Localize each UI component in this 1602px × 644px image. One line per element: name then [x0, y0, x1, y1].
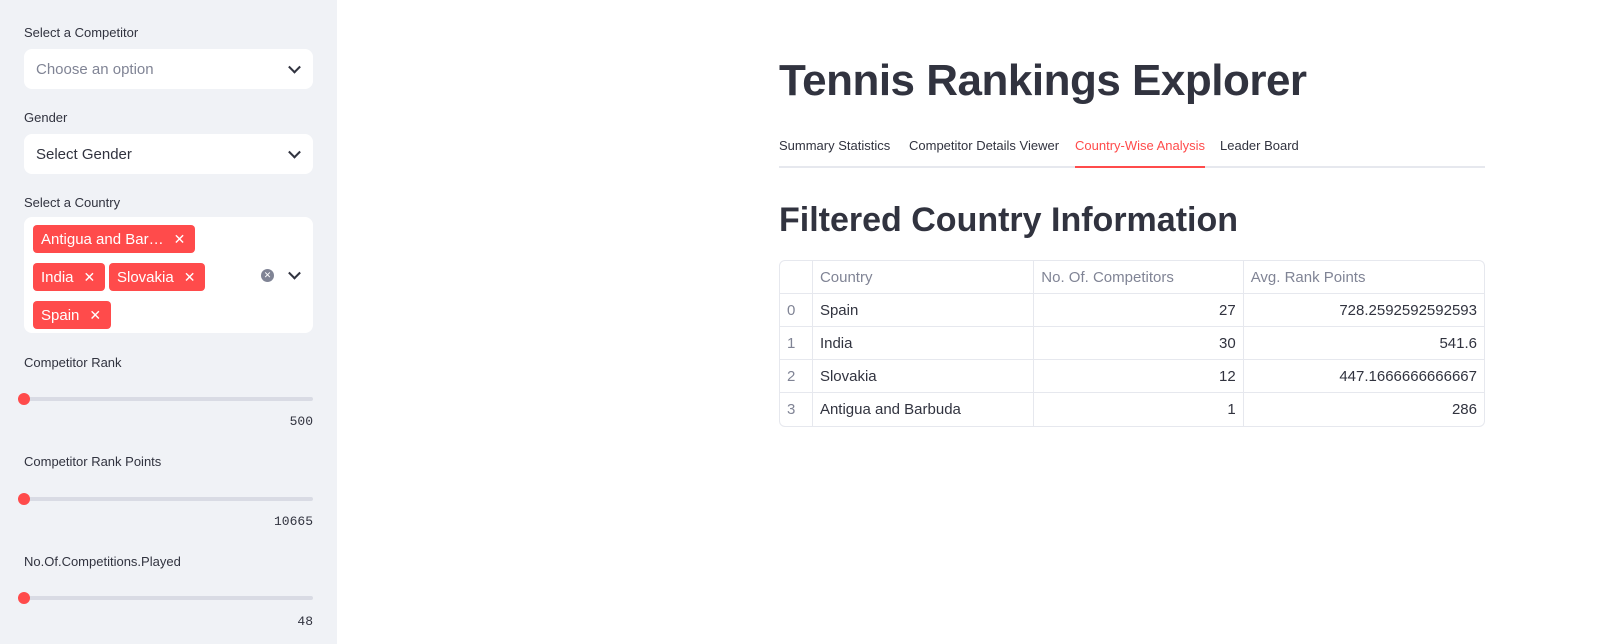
close-icon[interactable]: ✕: [83, 268, 96, 285]
tag-label: Antigua and Bar…: [41, 230, 164, 248]
tab-leader-board[interactable]: Leader Board: [1220, 138, 1299, 153]
row-index: 1: [780, 327, 813, 359]
gender-select[interactable]: Select Gender: [24, 134, 313, 174]
row-index: 2: [780, 360, 813, 392]
table-header-row: Country No. Of. Competitors Avg. Rank Po…: [780, 261, 1484, 294]
rank-points-slider-track[interactable]: [24, 497, 313, 501]
rank-slider-track[interactable]: [24, 397, 313, 401]
cell-avg-rank-points[interactable]: 447.1666666666667: [1339, 367, 1477, 385]
row-index: 0: [780, 294, 813, 326]
country-tag[interactable]: Antigua and Bar… ✕: [33, 225, 196, 253]
section-title: Filtered Country Information: [779, 201, 1238, 239]
competitions-slider-track[interactable]: [24, 596, 313, 600]
table-row: 3 Antigua and Barbuda 1 286: [780, 393, 1484, 426]
tab-bar: Summary Statistics Competitor Details Vi…: [779, 134, 1485, 168]
close-icon[interactable]: ✕: [173, 230, 186, 247]
tab-summary-statistics[interactable]: Summary Statistics: [779, 138, 891, 153]
cell-country[interactable]: Spain: [813, 294, 1035, 326]
country-label: Select a Country: [24, 195, 121, 210]
country-tag[interactable]: Spain ✕: [33, 301, 112, 329]
rank-label: Competitor Rank: [24, 355, 122, 370]
active-tab-indicator: [1075, 166, 1205, 168]
competitor-label: Select a Competitor: [24, 25, 139, 40]
header-index: [780, 261, 813, 293]
cell-avg-rank-points[interactable]: 286: [1451, 401, 1477, 418]
cell-competitors[interactable]: 27: [1034, 294, 1244, 326]
clear-circle-icon[interactable]: ✕: [261, 269, 274, 282]
row-index: 3: [780, 393, 813, 426]
cell-competitors[interactable]: 30: [1034, 327, 1244, 359]
tag-label: Spain: [41, 306, 80, 324]
tab-competitor-details[interactable]: Competitor Details Viewer: [909, 138, 1060, 153]
tag-label: India: [41, 268, 74, 286]
rank-slider-max: 500: [289, 414, 313, 429]
competitor-select[interactable]: Choose an option: [24, 49, 313, 89]
gender-label: Gender: [24, 110, 68, 125]
competitions-slider-max: 48: [297, 614, 313, 629]
close-icon[interactable]: ✕: [89, 306, 102, 323]
cell-competitors[interactable]: 12: [1034, 360, 1244, 392]
country-table[interactable]: Country No. Of. Competitors Avg. Rank Po…: [779, 260, 1485, 427]
table-row: 1 India 30 541.6: [780, 327, 1484, 360]
rank-points-label: Competitor Rank Points: [24, 454, 162, 469]
header-competitors[interactable]: No. Of. Competitors: [1034, 261, 1244, 293]
header-avg-rank-points[interactable]: Avg. Rank Points: [1250, 268, 1366, 286]
tab-country-wise-analysis[interactable]: Country-Wise Analysis: [1075, 138, 1206, 153]
chevron-down-icon[interactable]: [288, 60, 301, 74]
cell-competitors[interactable]: 1: [1034, 393, 1244, 426]
cell-country[interactable]: Slovakia: [813, 360, 1035, 392]
competitions-slider-thumb[interactable]: [18, 592, 30, 604]
competitor-placeholder: Choose an option: [36, 60, 154, 78]
close-icon[interactable]: ✕: [183, 268, 196, 285]
cell-country[interactable]: Antigua and Barbuda: [813, 393, 1035, 426]
country-tag[interactable]: India ✕: [33, 263, 106, 291]
cell-avg-rank-points[interactable]: 728.2592592592593: [1339, 301, 1477, 319]
rank-points-slider-thumb[interactable]: [18, 493, 30, 505]
tag-label: Slovakia: [117, 268, 174, 286]
gender-value: Select Gender: [36, 145, 132, 163]
page-title: Tennis Rankings Explorer: [779, 56, 1307, 105]
rank-slider-thumb[interactable]: [18, 393, 30, 405]
rank-points-slider-max: 10665: [273, 514, 313, 529]
chevron-down-icon[interactable]: [288, 145, 301, 159]
table-row: 2 Slovakia 12 447.1666666666667: [780, 360, 1484, 393]
competitions-label: No.Of.Competitions.Played: [24, 554, 181, 569]
country-tag[interactable]: Slovakia ✕: [109, 263, 206, 291]
sidebar: Select a Competitor Choose an option Gen…: [0, 0, 337, 644]
cell-avg-rank-points[interactable]: 541.6: [1439, 334, 1477, 352]
country-multiselect[interactable]: Antigua and Bar… ✕ India ✕ Slovakia ✕ Sp…: [24, 217, 313, 333]
header-country[interactable]: Country: [813, 261, 1035, 293]
cell-country[interactable]: India: [813, 327, 1035, 359]
table-row: 0 Spain 27 728.2592592592593: [780, 294, 1484, 327]
chevron-down-icon[interactable]: [288, 266, 301, 280]
